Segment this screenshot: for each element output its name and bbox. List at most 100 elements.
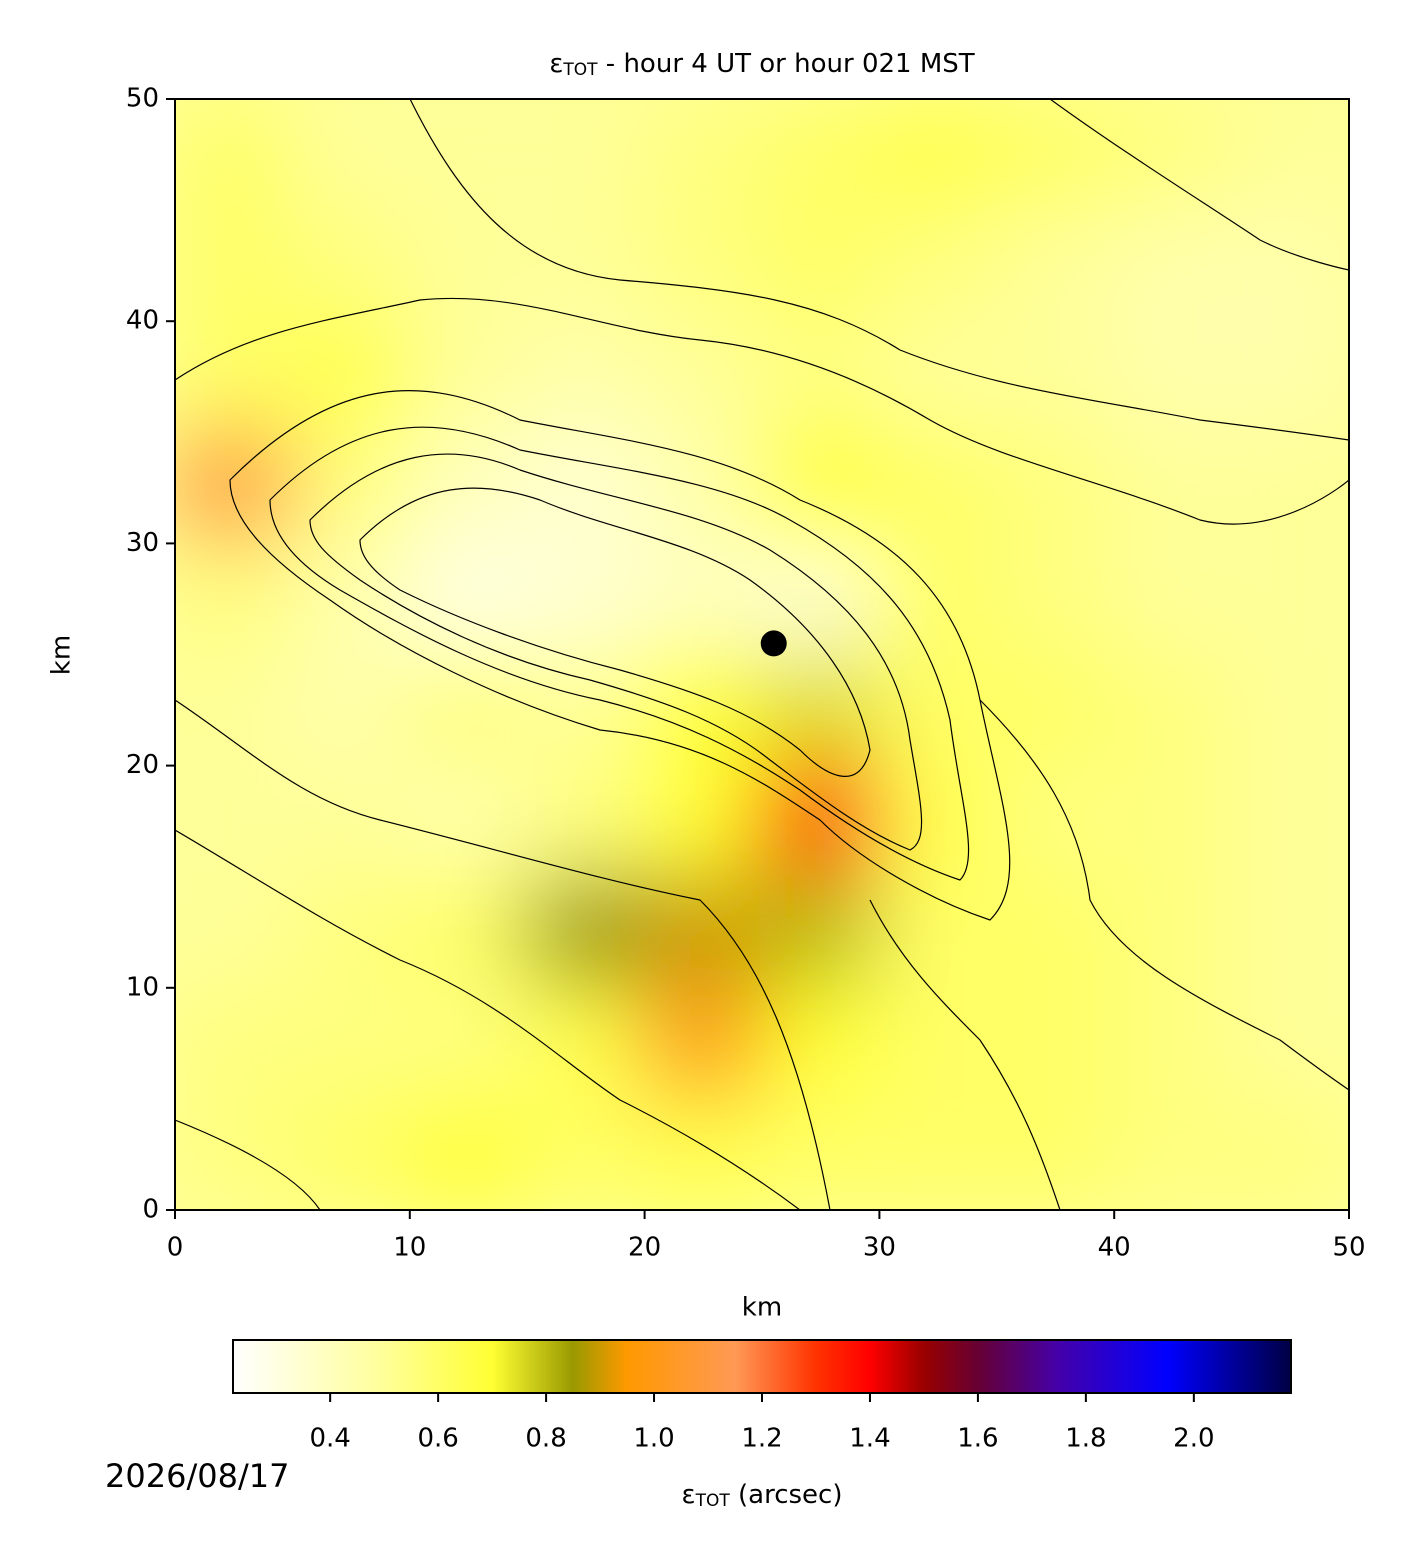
- colorbar: [232, 1339, 1292, 1394]
- cell: [290, 541, 412, 657]
- cell: [642, 208, 764, 324]
- cell: [1229, 319, 1349, 435]
- colorbar-symbol: ε: [682, 1480, 696, 1510]
- colorbar-tick-label: 0.8: [525, 1424, 566, 1454]
- cell: [1229, 541, 1349, 657]
- colorbar-tick-label: 1.6: [957, 1424, 998, 1454]
- cell: [525, 319, 647, 435]
- colorbar-subscript: TOT: [695, 1491, 731, 1511]
- cell: [877, 652, 999, 768]
- cell: [525, 541, 647, 657]
- contour: [175, 1119, 321, 1210]
- cell: [877, 763, 999, 879]
- cell: [1112, 874, 1234, 990]
- cell: [290, 319, 412, 435]
- cell: [760, 99, 882, 213]
- cell: [525, 1096, 647, 1210]
- cell: [994, 1096, 1117, 1210]
- cell: [1229, 99, 1349, 213]
- cell: [407, 763, 530, 879]
- cell: [1229, 1096, 1349, 1210]
- site-marker: [760, 630, 787, 657]
- cell: [642, 763, 764, 879]
- cell: [525, 430, 647, 546]
- cell: [1229, 874, 1349, 990]
- cell: [175, 541, 295, 657]
- y-tick-label: 30: [126, 528, 159, 558]
- colorbar-tick-label: 1.0: [633, 1424, 674, 1454]
- contour: [869, 899, 1061, 1210]
- cell: [1229, 763, 1349, 879]
- date: 2026/08/17: [105, 1457, 289, 1495]
- cell: [175, 319, 295, 435]
- y-axis-label: km: [47, 635, 77, 675]
- cell: [642, 541, 764, 657]
- title-text: - hour 4 UT or hour 021 MST: [598, 49, 975, 79]
- cell: [994, 763, 1117, 879]
- colorbar-label: εTOT (arcsec): [682, 1480, 843, 1512]
- y-tick-label: 20: [126, 750, 159, 780]
- colorbar-tick-label: 1.2: [741, 1424, 782, 1454]
- colorbar-tick-label: 0.6: [417, 1424, 458, 1454]
- cell: [407, 652, 530, 768]
- contour: [269, 426, 970, 881]
- cell: [877, 208, 999, 324]
- cell: [1229, 652, 1349, 768]
- cell: [760, 208, 882, 324]
- contour: [175, 829, 801, 1210]
- cell: [525, 874, 647, 990]
- cell: [175, 208, 295, 324]
- cell: [642, 99, 764, 213]
- cell: [175, 874, 295, 990]
- cell: [994, 985, 1117, 1101]
- colorbar-tick-label: 2.0: [1173, 1424, 1214, 1454]
- x-tick-label: 50: [1332, 1233, 1365, 1263]
- cell: [407, 208, 530, 324]
- colorbar-tick-label: 1.4: [849, 1424, 890, 1454]
- cells: [175, 99, 1349, 1210]
- cell: [877, 1096, 999, 1210]
- cell: [1112, 541, 1234, 657]
- cell: [642, 985, 764, 1101]
- cell: [877, 874, 999, 990]
- cell: [642, 1096, 764, 1210]
- cell: [175, 985, 295, 1101]
- contour: [175, 699, 831, 1210]
- cell: [760, 652, 882, 768]
- contour: [409, 99, 1349, 441]
- x-tick-label: 30: [863, 1233, 896, 1263]
- y-tick-label: 0: [142, 1195, 159, 1225]
- colorbar-tick-label: 0.4: [309, 1424, 350, 1454]
- cell: [877, 319, 999, 435]
- cell: [175, 763, 295, 879]
- cell: [290, 208, 412, 324]
- cell: [290, 99, 412, 213]
- cell: [175, 430, 295, 546]
- title-subscript: TOT: [562, 60, 598, 80]
- y-tick-label: 10: [126, 972, 159, 1002]
- cell: [642, 430, 764, 546]
- cell: [994, 652, 1117, 768]
- cell: [994, 874, 1117, 990]
- y-tick-label: 40: [126, 306, 159, 336]
- cell: [175, 1096, 295, 1210]
- cell: [525, 208, 647, 324]
- cell: [290, 430, 412, 546]
- cell: [290, 763, 412, 879]
- cell: [175, 652, 295, 768]
- cell: [877, 985, 999, 1101]
- cell: [642, 319, 764, 435]
- cell: [525, 985, 647, 1101]
- cell: [407, 319, 530, 435]
- x-tick-label: 10: [393, 1233, 426, 1263]
- cell: [525, 763, 647, 879]
- cell: [290, 1096, 412, 1210]
- terrain-contours: [175, 99, 1349, 1210]
- cell: [760, 430, 882, 546]
- cell: [877, 99, 999, 213]
- cell: [994, 430, 1117, 546]
- chart-title: εTOT - hour 4 UT or hour 021 MST: [549, 49, 974, 81]
- cell: [1229, 430, 1349, 546]
- colorbar-tick-label: 1.8: [1065, 1424, 1106, 1454]
- contour: [979, 699, 1349, 1091]
